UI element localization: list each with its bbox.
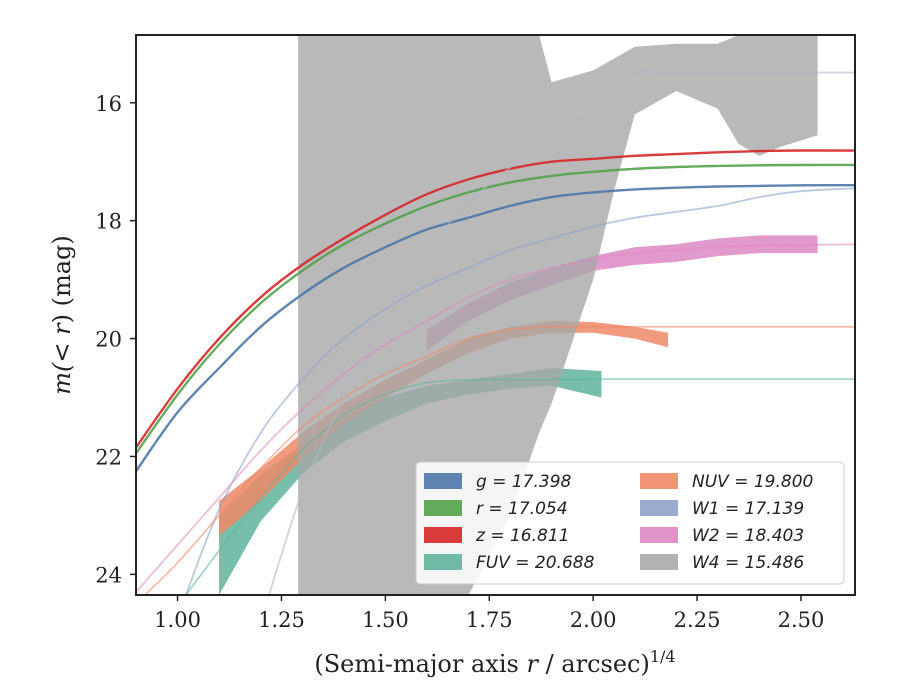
y-tick-label: 16 [95,92,122,116]
y-tick-label: 22 [95,445,122,469]
legend-label-z: z = 16.811 [475,526,569,546]
legend-swatch-w2 [640,527,678,543]
x-tick-label: 2.50 [778,608,825,632]
series-line-w2 [136,243,855,593]
band-fuv [219,368,602,595]
legend-label-r: r = 17.054 [476,499,568,519]
y-tick-label: 24 [95,563,122,587]
x-axis: 1.00 1.25 1.50 1.75 2.00 2.25 2.50 [154,595,824,632]
legend-swatch-fuv [424,554,462,570]
legend-items: g = 17.398 r = 17.054 z = 16.811 FUV = 20.6… [424,472,813,573]
y-tick-label: 20 [95,328,122,352]
y-axis-label: m(< r) (mag) [48,235,76,395]
curves-layer [136,70,855,595]
plot-frame [135,34,856,596]
legend-swatch-w1 [640,500,678,516]
legend-label-w1: W1 = 17.139 [692,499,804,519]
legend-swatch-g [424,473,462,489]
x-tick-label: 2.25 [674,608,721,632]
legend-label-fuv: FUV = 20.688 [476,553,595,573]
legend-label-w4: W4 = 15.486 [692,553,804,573]
y-axis: 16 18 20 22 24 [95,92,136,587]
series-line-g [136,184,855,472]
x-tick-label: 1.75 [466,608,513,632]
series-line-w4 [268,70,855,595]
legend-box [415,461,845,585]
bands-layer [219,35,818,595]
legend: g = 17.398 r = 17.054 z = 16.811 FUV = 20.6… [415,461,845,585]
legend-swatch-r [424,500,462,516]
legend-swatch-z [424,527,462,543]
x-tick-label: 2.00 [570,608,617,632]
legend-swatch-nuv [640,473,678,489]
band-w4 [298,35,818,595]
x-tick-label: 1.25 [258,608,305,632]
x-tick-label: 1.50 [362,608,409,632]
legend-label-nuv: NUV = 19.800 [692,472,813,492]
legend-label-w2: W2 = 18.403 [692,526,804,546]
series-line-w1 [185,187,855,595]
y-tick-label: 18 [95,210,122,234]
series-line-fuv [185,378,855,595]
legend-label-g: g = 17.398 [476,472,572,492]
x-axis-label: (Semi-major axis r / arcsec)1/4 [314,647,675,678]
legend-swatch-w4 [640,554,678,570]
x-tick-label: 1.00 [154,608,201,632]
series-line-nuv [143,325,855,595]
series-line-z [136,149,855,449]
